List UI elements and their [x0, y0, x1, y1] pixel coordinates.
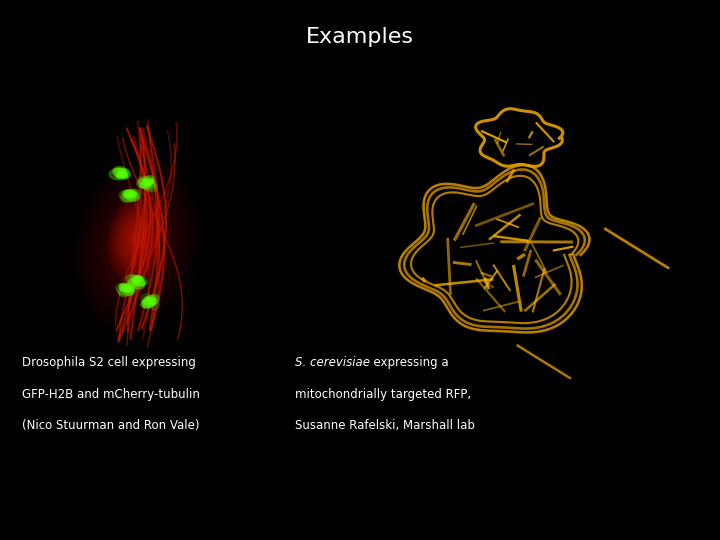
Ellipse shape — [140, 294, 159, 309]
Text: (Nico Stuurman and Ron Vale): (Nico Stuurman and Ron Vale) — [22, 419, 199, 432]
Ellipse shape — [130, 277, 148, 287]
Text: S. cerevisiae: S. cerevisiae — [295, 356, 370, 369]
Ellipse shape — [139, 179, 155, 188]
Ellipse shape — [127, 275, 144, 289]
Ellipse shape — [130, 228, 143, 247]
Ellipse shape — [117, 168, 128, 177]
Text: Drosophila S2 cell expressing: Drosophila S2 cell expressing — [22, 356, 195, 369]
Ellipse shape — [115, 206, 158, 269]
Text: Examples: Examples — [306, 27, 414, 47]
Text: mitochondrially targeted RFP,: mitochondrially targeted RFP, — [295, 388, 472, 401]
Ellipse shape — [120, 284, 131, 292]
Ellipse shape — [143, 295, 158, 308]
Text: expressing a: expressing a — [366, 356, 449, 369]
Ellipse shape — [119, 284, 134, 295]
Ellipse shape — [125, 191, 132, 197]
Ellipse shape — [127, 222, 147, 253]
Ellipse shape — [122, 191, 136, 199]
Ellipse shape — [138, 178, 156, 191]
Ellipse shape — [127, 193, 134, 198]
Ellipse shape — [146, 183, 148, 184]
Ellipse shape — [143, 296, 156, 303]
Ellipse shape — [126, 191, 136, 198]
Ellipse shape — [137, 280, 138, 281]
Ellipse shape — [122, 286, 131, 291]
Ellipse shape — [109, 168, 130, 179]
Ellipse shape — [123, 217, 150, 259]
Ellipse shape — [117, 169, 126, 177]
Ellipse shape — [122, 286, 133, 292]
Ellipse shape — [130, 192, 134, 194]
Ellipse shape — [114, 169, 127, 178]
Ellipse shape — [107, 194, 166, 281]
Ellipse shape — [132, 275, 142, 282]
Ellipse shape — [129, 192, 134, 196]
Ellipse shape — [125, 287, 131, 292]
Ellipse shape — [113, 202, 161, 273]
Ellipse shape — [143, 297, 156, 307]
Ellipse shape — [120, 190, 139, 201]
Ellipse shape — [113, 168, 127, 179]
Ellipse shape — [120, 284, 134, 292]
Ellipse shape — [119, 211, 155, 264]
Ellipse shape — [119, 285, 135, 296]
Ellipse shape — [130, 195, 132, 197]
Ellipse shape — [117, 282, 138, 295]
Ellipse shape — [117, 208, 156, 267]
Ellipse shape — [145, 179, 153, 185]
Ellipse shape — [143, 179, 148, 183]
Ellipse shape — [120, 171, 125, 174]
Text: GFP-H2B and mCherry-tubulin: GFP-H2B and mCherry-tubulin — [22, 388, 199, 401]
Ellipse shape — [134, 234, 140, 241]
Ellipse shape — [121, 214, 153, 261]
Ellipse shape — [120, 173, 127, 177]
Ellipse shape — [144, 179, 154, 186]
Ellipse shape — [148, 301, 153, 305]
Ellipse shape — [125, 289, 130, 292]
Ellipse shape — [146, 183, 150, 185]
Ellipse shape — [120, 189, 141, 202]
Ellipse shape — [132, 231, 141, 245]
Text: Susanne Rafelski, Marshall lab: Susanne Rafelski, Marshall lab — [295, 419, 475, 432]
Ellipse shape — [116, 172, 125, 178]
Ellipse shape — [124, 287, 127, 289]
Ellipse shape — [120, 172, 124, 174]
Ellipse shape — [109, 168, 130, 180]
Ellipse shape — [137, 177, 154, 188]
Ellipse shape — [142, 181, 149, 186]
Ellipse shape — [142, 294, 160, 308]
Ellipse shape — [148, 300, 150, 301]
Ellipse shape — [127, 276, 143, 287]
Ellipse shape — [116, 284, 135, 296]
Ellipse shape — [135, 277, 142, 281]
Ellipse shape — [128, 225, 145, 250]
Ellipse shape — [124, 192, 140, 201]
Ellipse shape — [132, 275, 145, 286]
Ellipse shape — [125, 220, 149, 255]
Ellipse shape — [124, 190, 137, 197]
Ellipse shape — [119, 175, 121, 176]
Ellipse shape — [145, 298, 153, 302]
Ellipse shape — [140, 298, 156, 308]
Ellipse shape — [144, 300, 154, 306]
Ellipse shape — [114, 166, 131, 178]
Ellipse shape — [132, 280, 138, 283]
Ellipse shape — [132, 279, 145, 286]
Ellipse shape — [140, 180, 152, 188]
Ellipse shape — [148, 302, 151, 304]
Ellipse shape — [112, 200, 162, 275]
Ellipse shape — [141, 176, 153, 186]
Ellipse shape — [109, 197, 164, 278]
Ellipse shape — [139, 176, 158, 192]
Ellipse shape — [125, 275, 145, 289]
Ellipse shape — [148, 299, 156, 305]
Ellipse shape — [122, 190, 138, 202]
Ellipse shape — [133, 278, 141, 284]
Ellipse shape — [125, 287, 127, 288]
Ellipse shape — [135, 278, 138, 280]
